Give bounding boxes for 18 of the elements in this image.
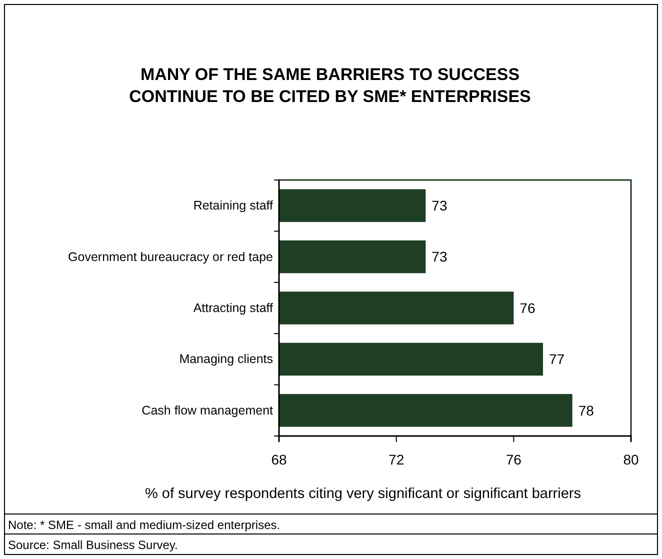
y-tick-label: Managing clients bbox=[179, 352, 273, 366]
data-label: 78 bbox=[578, 402, 594, 418]
chart-title: MANY OF THE SAME BARRIERS TO SUCCESS CONTINUE TO BE CITED BY SME* ENTERPRISES bbox=[129, 65, 531, 106]
data-label: 76 bbox=[520, 300, 536, 316]
y-tick-label: Retaining staff bbox=[193, 198, 274, 213]
x-tick-label: 68 bbox=[271, 452, 287, 468]
x-tick-label: 72 bbox=[388, 452, 404, 468]
data-label: 77 bbox=[549, 351, 565, 368]
y-tick-label: Attracting staff bbox=[193, 301, 274, 315]
data-label: 73 bbox=[432, 198, 448, 214]
x-axis-title: % of survey respondents citing very significant or significant barriers bbox=[145, 486, 581, 502]
y-tick-label: Cash flow management bbox=[142, 403, 274, 418]
source-note: Source: Small Business Survey. bbox=[8, 538, 178, 552]
y-tick-label: Government bureaucracy or red tape bbox=[68, 250, 274, 264]
x-tick-label: 80 bbox=[623, 452, 639, 468]
data-label: 73 bbox=[432, 248, 448, 265]
text: Note: * SME - small and medium-sized enterprises. bbox=[8, 518, 280, 532]
x-tick-label: 76 bbox=[506, 452, 522, 468]
